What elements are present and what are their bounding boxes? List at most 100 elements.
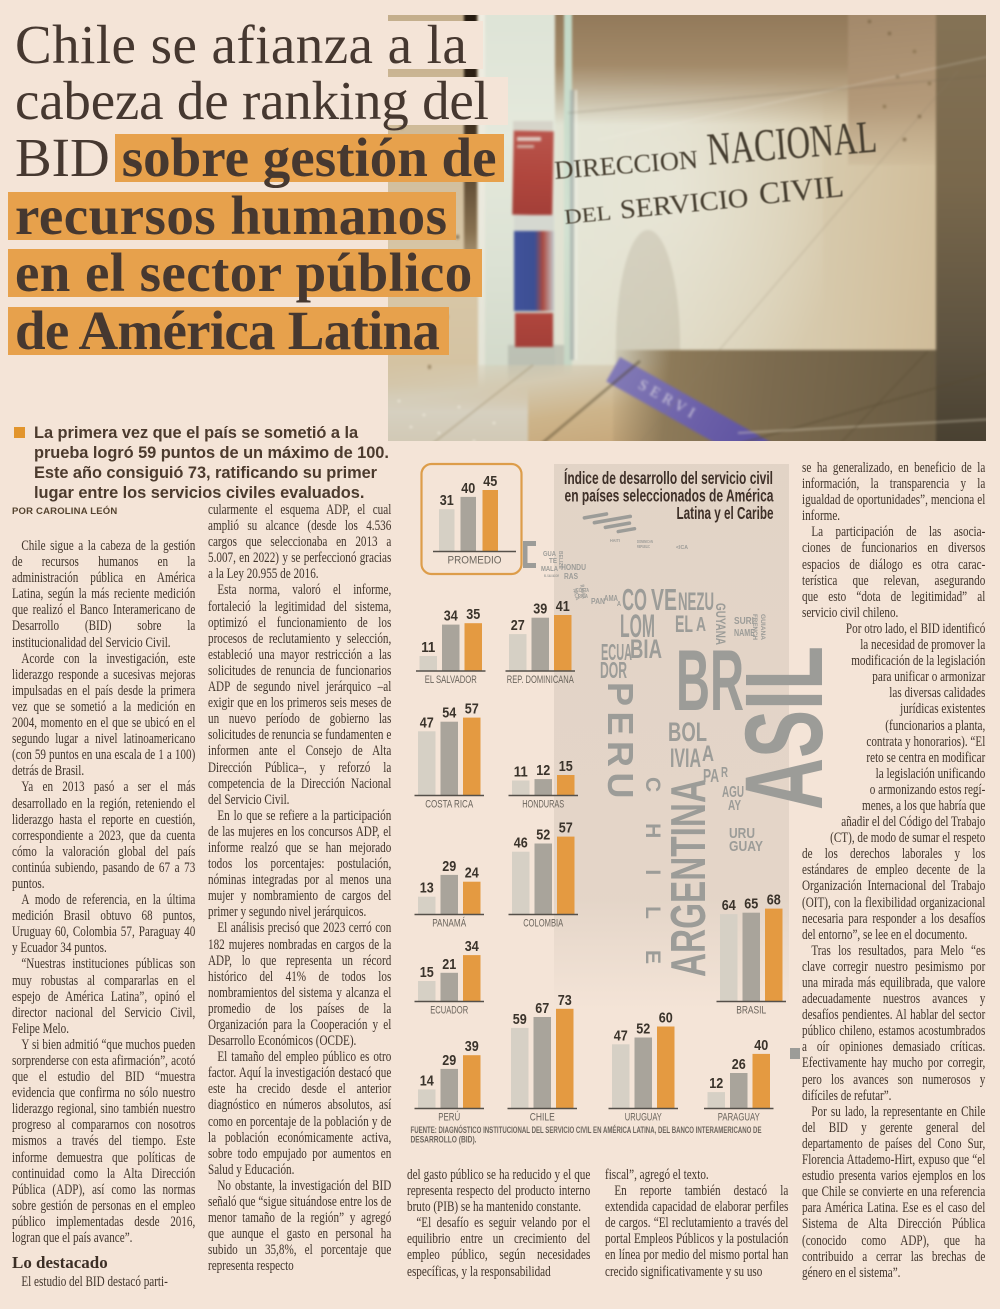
svg-text:39: 39 [533,601,547,618]
svg-text:21: 21 [442,956,456,973]
svg-text:COLOMBIA: COLOMBIA [523,918,563,930]
svg-text:AY: AY [728,797,741,814]
svg-text:REPUBLIC: REPUBLIC [637,544,650,549]
svg-text:11: 11 [421,639,435,656]
svg-text:29: 29 [442,1052,456,1069]
svg-text:26: 26 [732,1056,746,1073]
svg-text:BELIZE: BELIZE [557,551,563,569]
svg-text:13: 13 [420,880,434,897]
svg-text:54: 54 [442,705,457,722]
svg-text:COSTA: COSTA [576,588,589,594]
svg-text:29: 29 [442,858,456,875]
svg-text:15: 15 [420,964,434,981]
svg-text:PROMEDIO: PROMEDIO [448,555,502,567]
svg-text:DESARROLLO (BID).: DESARROLLO (BID). [411,1135,477,1146]
svg-text:A: A [696,614,706,636]
svg-text:GUAY: GUAY [729,838,763,855]
svg-text:IVIA: IVIA [670,743,701,773]
svg-text:73: 73 [558,992,572,1009]
svg-text:DOMINICAN: DOMINICAN [637,539,653,544]
svg-text:27: 27 [511,617,525,634]
svg-text:52: 52 [536,827,550,844]
svg-text:FUENTE: DIAGNÓSTICO INSTITUCI: FUENTE: DIAGNÓSTICO INSTITUCIONAL DEL SE… [411,1124,762,1136]
svg-text:MALA: MALA [541,564,558,573]
svg-text:NEZU: NEZU [678,588,714,616]
svg-text:CO: CO [622,582,647,617]
svg-text:TE: TE [549,556,557,565]
svg-text:60: 60 [659,1010,673,1027]
svg-text:AGU: AGU [722,784,744,801]
svg-text:RAGUA: RAGUA [578,584,586,599]
svg-text:RICA: RICA [578,594,588,600]
svg-text:34: 34 [444,608,459,625]
svg-text:HONDURAS: HONDURAS [522,799,564,811]
svg-text:GUA: GUA [543,549,556,558]
svg-text:PA: PA [703,766,719,786]
svg-text:BR: BR [676,633,744,729]
svg-text:64: 64 [722,897,737,914]
svg-text:REP. DOMINICANA: REP. DOMINICANA [507,674,574,686]
svg-text:57: 57 [465,701,479,718]
svg-text:RAS: RAS [564,572,579,581]
svg-text:39: 39 [465,1038,479,1055]
svg-text:FRENCH: FRENCH [751,614,757,640]
svg-text:R: R [721,764,728,781]
svg-text:URUGUAY: URUGUAY [625,1112,662,1124]
svg-text:BIA: BIA [630,634,662,664]
svg-text:EL SALVADOR: EL SALVADOR [544,574,559,578]
svg-text:A: A [617,601,621,608]
svg-text:DEL: DEL [563,201,612,229]
svg-text:14: 14 [420,1072,435,1089]
svg-text:EL: EL [675,611,693,638]
svg-text:DIRECCION: DIRECCION [553,145,699,185]
svg-text:40: 40 [461,480,475,497]
svg-text:ECUADOR: ECUADOR [430,1005,468,1017]
svg-text:35: 35 [466,606,480,623]
svg-text:DOR: DOR [600,657,627,683]
svg-text:COSTA RICA: COSTA RICA [425,799,473,811]
svg-text:A: A [702,741,714,766]
svg-text:SURI: SURI [734,615,754,627]
svg-text:15: 15 [559,758,573,775]
svg-text:SERVICIO: SERVICIO [618,182,749,224]
svg-text:40: 40 [754,1037,768,1054]
svg-text:46: 46 [514,835,528,852]
svg-text:CHILE: CHILE [641,777,664,995]
svg-text:52: 52 [636,1021,650,1038]
svg-text:Índice de desarrollo del servi: Índice de desarrollo del servicio civil [564,467,773,488]
svg-text:45: 45 [483,473,497,490]
svg-text:47: 47 [420,714,434,731]
svg-text:65: 65 [744,896,758,913]
svg-text:Latina y el Caribe: Latina y el Caribe [677,503,774,523]
svg-text:LOM: LOM [620,608,655,644]
svg-text:NAME: NAME [734,627,755,639]
svg-text:PAN: PAN [591,597,605,606]
svg-text:PARAGUAY: PARAGUAY [718,1112,760,1124]
svg-text:59: 59 [513,1011,527,1028]
svg-text:ASIL: ASIL [723,646,846,810]
svg-text:URU: URU [729,825,755,842]
svg-text:41: 41 [556,598,570,615]
svg-text:en países seleccionados de Amé: en países seleccionados de América [565,486,774,506]
svg-text:PERÚ: PERÚ [438,1111,460,1124]
svg-text:HAITI: HAITI [610,538,620,543]
svg-text:68: 68 [767,892,781,909]
svg-text:34: 34 [465,938,480,955]
svg-text:ARGENTINA: ARGENTINA [662,779,716,977]
svg-text:31: 31 [440,492,454,509]
svg-text:GUYANA: GUYANA [713,603,729,645]
svg-text:PERU: PERU [600,682,641,804]
svg-text:PANAMÁ: PANAMÁ [432,917,466,930]
svg-text:11: 11 [514,764,528,781]
svg-text:AMA: AMA [604,594,618,603]
svg-text:BRASIL: BRASIL [736,1005,766,1017]
svg-text:CHILE: CHILE [530,1112,555,1124]
svg-text:57: 57 [559,820,573,837]
svg-text:NACIONAL: NACIONAL [705,111,878,175]
svg-text:67: 67 [535,1000,549,1017]
svg-text:CIVIL: CIVIL [757,168,845,211]
svg-text:12: 12 [709,1075,723,1092]
svg-text:BOL: BOL [668,717,707,747]
svg-text:GUIANA: GUIANA [759,614,765,641]
svg-text:12: 12 [536,762,550,779]
